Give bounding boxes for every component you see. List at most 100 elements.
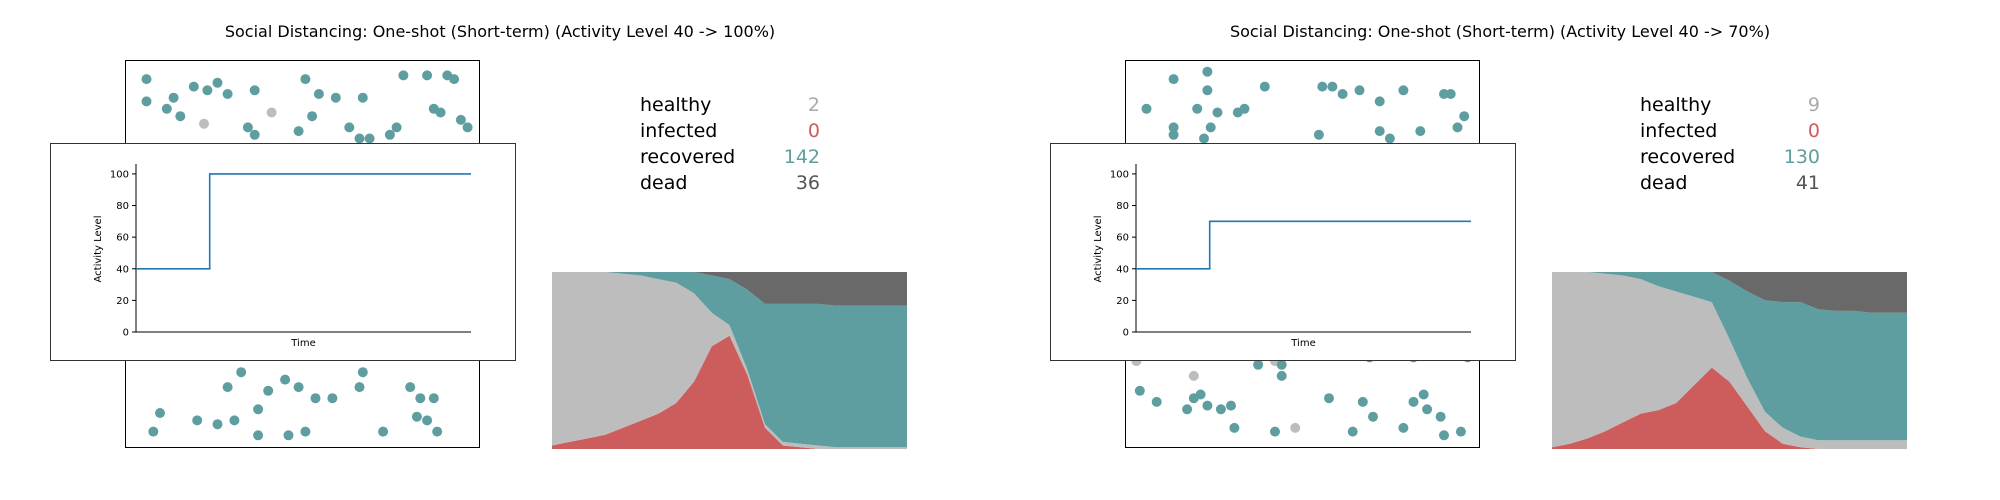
status-counts: healthy 9 infected 0 recovered 130 dead … bbox=[1640, 94, 1820, 198]
person-dot-recovered bbox=[141, 96, 152, 107]
y-tick-label: 60 bbox=[1116, 233, 1129, 244]
person-dot-recovered bbox=[1374, 126, 1385, 137]
person-dot-recovered bbox=[300, 74, 311, 85]
stat-label: healthy bbox=[640, 94, 712, 116]
stat-label: dead bbox=[640, 172, 688, 194]
stacked-area-chart bbox=[1552, 272, 1907, 449]
person-dot-recovered bbox=[462, 122, 473, 133]
person-dot-recovered bbox=[253, 430, 264, 441]
person-dot-recovered bbox=[415, 393, 426, 404]
stat-row-dead: dead 36 bbox=[640, 172, 820, 198]
area-healthy bbox=[552, 272, 907, 449]
person-dot-recovered bbox=[428, 393, 439, 404]
person-dot-recovered bbox=[1357, 396, 1368, 407]
person-dot-recovered bbox=[212, 419, 223, 430]
person-dot-recovered bbox=[188, 81, 199, 92]
person-dot-recovered bbox=[1141, 103, 1152, 114]
person-dot-recovered bbox=[354, 382, 365, 393]
y-tick-label: 100 bbox=[1110, 169, 1129, 180]
area-dead bbox=[552, 272, 907, 306]
y-axis-label: Activity Level bbox=[1093, 216, 1104, 283]
stat-label: recovered bbox=[640, 146, 736, 168]
person-dot-recovered bbox=[1202, 66, 1213, 77]
activity-level-chart: 0 20 40 60 80 100 Activity Level Time bbox=[1093, 164, 1471, 349]
person-dot-recovered bbox=[455, 114, 466, 125]
area-healthy bbox=[1552, 272, 1907, 449]
person-dot-recovered bbox=[1337, 89, 1348, 99]
person-dot-recovered bbox=[1317, 81, 1328, 92]
person-dot-recovered bbox=[1239, 103, 1250, 114]
y-tick-label: 20 bbox=[116, 296, 129, 307]
area-dead bbox=[1552, 272, 1907, 313]
person-dot-recovered bbox=[1276, 359, 1287, 370]
stat-row-healthy: healthy 2 bbox=[640, 94, 820, 120]
person-dot-recovered bbox=[405, 382, 416, 393]
person-dot-recovered bbox=[280, 374, 291, 385]
y-tick-label: 80 bbox=[116, 201, 129, 212]
person-dot-recovered bbox=[1398, 85, 1409, 96]
person-dot-recovered bbox=[1192, 103, 1203, 114]
x-axis-label: Time bbox=[290, 338, 315, 349]
stat-value: 0 bbox=[1807, 120, 1820, 142]
person-dot-recovered bbox=[293, 126, 304, 137]
person-dot-recovered bbox=[1253, 359, 1264, 370]
person-dot-recovered bbox=[398, 70, 409, 81]
person-dot-recovered bbox=[161, 103, 172, 114]
person-dot-recovered bbox=[168, 92, 179, 103]
area-recovered bbox=[552, 272, 907, 448]
person-dot-healthy bbox=[1290, 422, 1301, 433]
person-dot-recovered bbox=[357, 367, 368, 378]
person-dot-recovered bbox=[222, 382, 233, 393]
person-dot-recovered bbox=[1354, 85, 1365, 96]
y-tick-label: 80 bbox=[1116, 201, 1129, 212]
activity-level-inset: 0 20 40 60 80 100 Activity Level Time bbox=[1050, 143, 1516, 361]
person-dot-recovered bbox=[310, 393, 321, 404]
stat-label: infected bbox=[640, 120, 718, 142]
person-dot-recovered bbox=[1324, 393, 1334, 404]
person-dot-recovered bbox=[1459, 111, 1470, 122]
person-dot-recovered bbox=[1327, 81, 1338, 92]
person-dot-recovered bbox=[1168, 122, 1179, 133]
epidemic-area-plot bbox=[1552, 272, 1907, 449]
person-dot-recovered bbox=[1415, 126, 1426, 137]
stat-value: 41 bbox=[1795, 172, 1820, 194]
person-dot-recovered bbox=[212, 77, 223, 88]
person-dot-recovered bbox=[422, 415, 433, 426]
person-dot-recovered bbox=[391, 122, 402, 133]
stat-row-healthy: healthy 9 bbox=[1640, 94, 1820, 120]
y-tick-label: 20 bbox=[1116, 296, 1129, 307]
person-dot-recovered bbox=[253, 404, 264, 415]
person-dot-recovered bbox=[1151, 396, 1162, 407]
person-dot-healthy bbox=[266, 107, 277, 118]
person-dot-recovered bbox=[141, 74, 152, 85]
stat-value: 142 bbox=[783, 146, 820, 168]
status-counts: healthy 2 infected 0 recovered 142 dead … bbox=[640, 94, 820, 198]
stat-row-infected: infected 0 bbox=[640, 120, 820, 146]
y-tick-label: 0 bbox=[123, 328, 129, 339]
person-dot-recovered bbox=[435, 107, 446, 118]
person-dot-recovered bbox=[1134, 385, 1145, 396]
person-dot-recovered bbox=[283, 430, 294, 441]
stat-row-dead: dead 41 bbox=[1640, 172, 1820, 198]
population-dots bbox=[1131, 66, 1473, 441]
person-dot-recovered bbox=[222, 89, 233, 99]
area-recovered bbox=[1552, 272, 1907, 441]
panel-title: Social Distancing: One-shot (Short-term)… bbox=[224, 22, 776, 41]
person-dot-recovered bbox=[175, 111, 186, 122]
person-dot-recovered bbox=[1229, 422, 1240, 433]
person-dot-recovered bbox=[357, 92, 368, 103]
person-dot-recovered bbox=[327, 393, 338, 404]
y-tick-label: 40 bbox=[1116, 264, 1129, 275]
person-dot-recovered bbox=[1202, 400, 1213, 411]
y-tick-label: 60 bbox=[116, 233, 129, 244]
person-dot-recovered bbox=[249, 85, 260, 96]
person-dot-recovered bbox=[249, 129, 260, 140]
person-dot-recovered bbox=[1368, 411, 1378, 422]
activity-level-inset: 0 20 40 60 80 100 Activity Level Time bbox=[50, 143, 516, 361]
person-dot-recovered bbox=[1435, 411, 1446, 422]
person-dot-recovered bbox=[300, 426, 311, 437]
stat-row-recovered: recovered 130 bbox=[1640, 146, 1820, 172]
stat-row-infected: infected 0 bbox=[1640, 120, 1820, 146]
person-dot-recovered bbox=[1445, 89, 1456, 99]
person-dot-recovered bbox=[449, 74, 460, 85]
